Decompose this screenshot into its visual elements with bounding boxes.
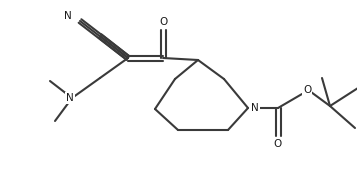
Text: O: O bbox=[274, 139, 282, 149]
Text: N: N bbox=[64, 11, 72, 21]
Text: N: N bbox=[66, 93, 74, 103]
Text: O: O bbox=[303, 85, 311, 95]
Text: O: O bbox=[159, 17, 167, 27]
Text: N: N bbox=[251, 103, 259, 113]
